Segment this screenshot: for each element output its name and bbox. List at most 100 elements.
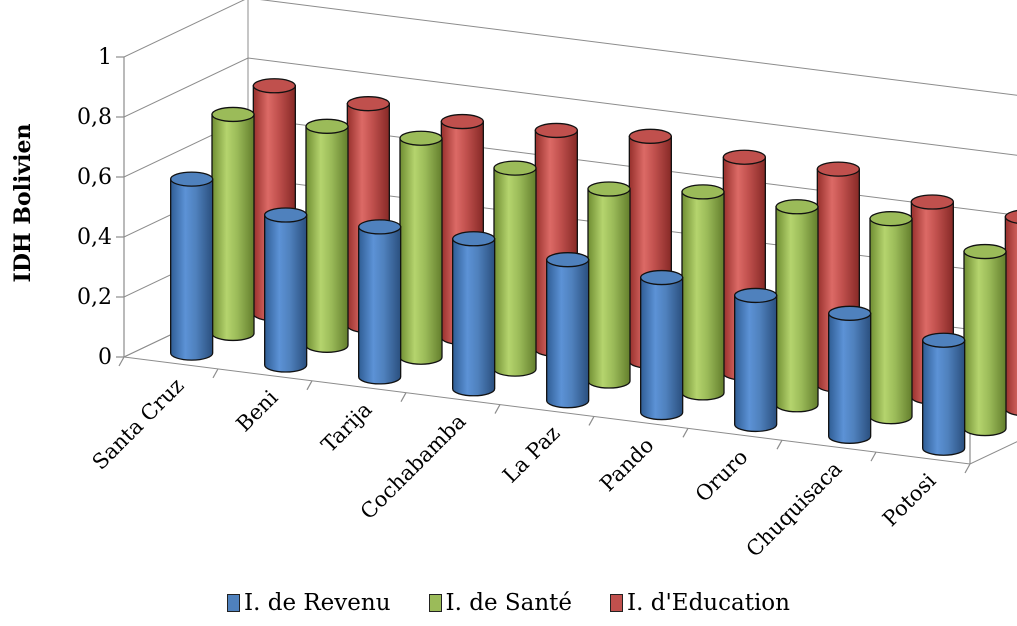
bar-top bbox=[734, 287, 778, 304]
bar-1-3 bbox=[493, 160, 537, 377]
bar-0-7 bbox=[828, 305, 872, 444]
category-label: Cochabamba bbox=[356, 409, 471, 524]
x-tick-mark bbox=[494, 404, 501, 414]
bar-top bbox=[722, 149, 766, 165]
category-label: Oruro bbox=[691, 445, 753, 507]
y-tick-label: 0,2 bbox=[77, 285, 112, 310]
bar-top bbox=[628, 128, 672, 144]
bar-body bbox=[264, 214, 308, 373]
bar-top bbox=[264, 207, 308, 223]
x-tick-mark bbox=[212, 368, 219, 379]
bar-body bbox=[775, 206, 819, 413]
y-axis-ticks: 0 0,2 0,4 0,6 0,8 1 bbox=[77, 45, 124, 370]
category-label: Tarija bbox=[317, 397, 377, 457]
bar-top bbox=[910, 194, 954, 210]
bar-top bbox=[534, 122, 578, 139]
category-label: Santa Cruz bbox=[88, 374, 189, 475]
y-tick-label: 0,8 bbox=[77, 105, 112, 130]
bar-0-8 bbox=[922, 332, 966, 456]
y-tick-label: 0,6 bbox=[77, 165, 112, 190]
x-tick-mark bbox=[682, 428, 689, 438]
bar-top bbox=[640, 269, 684, 286]
bar-body bbox=[922, 339, 966, 456]
x-tick-mark bbox=[306, 380, 313, 391]
legend-item-revenu: I. de Revenu bbox=[227, 590, 391, 616]
bar-1-0 bbox=[211, 106, 255, 342]
idh-chart: 0 0,2 0,4 0,6 0,8 1 Santa Cruz Beni TarijaCocha… bbox=[10, 0, 1017, 562]
bar-1-5 bbox=[681, 184, 725, 401]
bar-1-1 bbox=[305, 118, 349, 353]
bar-top bbox=[816, 161, 860, 177]
bar-top bbox=[252, 78, 296, 94]
gridline bbox=[123, 0, 1017, 96]
x-tick-mark bbox=[964, 463, 971, 474]
legend-label-revenu: I. de Revenu bbox=[244, 590, 391, 616]
bar-top bbox=[452, 231, 496, 247]
category-label: Pando bbox=[595, 433, 658, 496]
bar-top bbox=[775, 199, 819, 215]
bar-body bbox=[1004, 216, 1017, 416]
bar-1-8 bbox=[963, 243, 1007, 437]
y-tick-label: 0 bbox=[98, 345, 112, 370]
y-tick-label: 1 bbox=[98, 45, 112, 70]
x-tick-mark bbox=[870, 451, 877, 462]
bar-top bbox=[922, 332, 966, 348]
legend-item-sante: I. de Santé bbox=[428, 590, 573, 616]
category-label: Chuquisaca bbox=[742, 457, 847, 562]
x-tick-mark bbox=[118, 356, 125, 367]
x-tick-mark bbox=[588, 416, 595, 426]
category-label: Potosi bbox=[878, 468, 941, 531]
bar-0-6 bbox=[734, 287, 778, 433]
bar-2-8 bbox=[1004, 209, 1017, 416]
legend-label-education: I. d'Education bbox=[627, 590, 790, 616]
category-label: La Paz bbox=[498, 421, 564, 487]
bar-0-4 bbox=[546, 252, 590, 409]
bar-body bbox=[869, 218, 913, 425]
bar-body bbox=[546, 259, 590, 409]
legend-swatch-sante bbox=[428, 594, 442, 612]
bar-body bbox=[587, 188, 631, 389]
bar-body bbox=[640, 276, 684, 421]
bar-top bbox=[211, 106, 255, 123]
y-axis-title: IDH Bolivien bbox=[10, 124, 36, 283]
bar-top bbox=[305, 118, 349, 134]
bar-1-2 bbox=[399, 130, 443, 365]
bar-body bbox=[399, 137, 443, 365]
bar-top bbox=[399, 130, 443, 146]
bar-top bbox=[963, 243, 1007, 260]
bar-top bbox=[346, 96, 390, 112]
x-tick-mark bbox=[400, 392, 407, 402]
legend-label-sante: I. de Santé bbox=[445, 590, 573, 616]
bar-0-5 bbox=[640, 269, 684, 421]
legend: I. de Revenu I. de Santé I. d'Education bbox=[0, 590, 1017, 616]
bar-0-3 bbox=[452, 231, 496, 397]
bar-top bbox=[681, 184, 725, 200]
bar-top bbox=[1004, 209, 1017, 224]
bar-top bbox=[358, 219, 402, 235]
legend-swatch-education bbox=[610, 594, 624, 612]
y-tick-label: 0,4 bbox=[77, 225, 112, 250]
gridline bbox=[123, 57, 1017, 156]
bar-body bbox=[734, 294, 778, 433]
bar-body bbox=[358, 226, 402, 385]
bar-top bbox=[587, 181, 631, 197]
legend-swatch-revenu bbox=[227, 594, 241, 612]
x-tick-mark bbox=[776, 439, 783, 450]
bar-body bbox=[452, 238, 496, 397]
bar-top bbox=[493, 160, 537, 176]
bar-top bbox=[828, 305, 872, 321]
bar-body bbox=[963, 250, 1007, 437]
bar-0-1 bbox=[264, 207, 308, 373]
bar-body bbox=[305, 125, 349, 353]
bar-body bbox=[681, 191, 725, 401]
bar-top bbox=[170, 171, 214, 187]
bar-body bbox=[211, 113, 255, 342]
bar-0-0 bbox=[170, 171, 214, 361]
bar-body bbox=[493, 167, 537, 377]
bar-1-6 bbox=[775, 199, 819, 413]
bar-top bbox=[440, 113, 484, 130]
category-label: Beni bbox=[232, 385, 283, 436]
legend-item-education: I. d'Education bbox=[610, 590, 790, 616]
bar-body bbox=[828, 312, 872, 444]
bar-1-7 bbox=[869, 211, 913, 425]
